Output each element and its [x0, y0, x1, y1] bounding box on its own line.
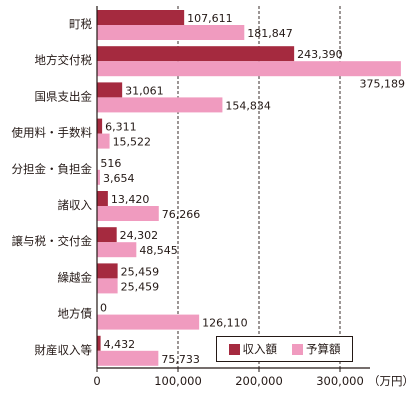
legend-label-budget: 予算額	[306, 341, 341, 357]
bar-budget-5	[97, 206, 159, 221]
bar-actual-0	[97, 10, 184, 25]
data-label-actual-3: 6,311	[105, 121, 137, 134]
data-label-actual-8: 0	[100, 302, 107, 315]
data-label-actual-4: 516	[100, 157, 121, 170]
data-label-budget-7: 25,459	[121, 280, 160, 293]
x-tick-label-2: 200,000	[235, 374, 283, 388]
category-label-2: 国県支出金	[35, 89, 93, 103]
x-tick-label-0: 0	[93, 374, 100, 388]
bar-budget-0	[97, 25, 244, 40]
x-tick-label-3: 300,000	[316, 374, 364, 388]
data-label-budget-6: 48,545	[139, 244, 178, 257]
bar-actual-5	[97, 191, 108, 206]
category-label-7: 繰越金	[58, 270, 93, 284]
category-label-6: 譲与税・交付金	[12, 234, 93, 248]
legend-swatch-actual	[229, 344, 240, 355]
bar-budget-1	[97, 61, 401, 76]
category-label-1: 地方交付税	[35, 53, 93, 67]
unit-label: （万円）	[368, 374, 414, 388]
bar-budget-9	[97, 351, 158, 366]
category-label-5: 諸収入	[58, 198, 93, 212]
data-label-actual-0: 107,611	[187, 12, 233, 25]
data-label-budget-5: 76,266	[162, 208, 201, 221]
category-label-0: 町税	[69, 17, 92, 31]
data-label-budget-4: 3,654	[103, 172, 135, 185]
bar-actual-6	[97, 227, 117, 242]
bar-budget-7	[97, 278, 118, 293]
category-label-3: 使用料・手数料	[12, 126, 93, 140]
data-label-actual-6: 24,302	[120, 229, 159, 242]
data-label-budget-2: 154,834	[225, 99, 270, 112]
data-label-actual-9: 4,432	[104, 338, 136, 351]
legend-swatch-budget	[292, 344, 303, 355]
x-tick-label-1: 100,000	[154, 374, 202, 388]
data-label-actual-5: 13,420	[111, 193, 150, 206]
data-label-actual-1: 243,390	[297, 48, 343, 61]
data-label-budget-9: 75,733	[161, 353, 200, 366]
data-label-budget-0: 181,847	[247, 27, 293, 40]
data-label-actual-7: 25,459	[121, 265, 160, 278]
data-label-budget-8: 126,110	[202, 317, 248, 330]
category-label-9: 財産収入等	[35, 343, 93, 357]
data-label-budget-3: 15,522	[113, 136, 151, 149]
data-label-budget-1: 375,189	[360, 78, 406, 91]
bar-budget-8	[97, 315, 199, 330]
legend-item-budget: 予算額	[292, 341, 341, 357]
category-label-4: 分担金・負担金	[12, 162, 93, 176]
legend-label-actual: 収入額	[243, 341, 278, 357]
category-label-8: 地方債	[58, 307, 93, 321]
bar-actual-3	[97, 119, 102, 134]
bar-actual-2	[97, 82, 122, 97]
bar-actual-1	[97, 46, 294, 61]
bar-budget-3	[97, 134, 110, 149]
data-label-actual-2: 31,061	[125, 84, 164, 97]
legend-item-actual: 収入額	[229, 341, 278, 357]
bar-budget-6	[97, 242, 136, 257]
bar-budget-2	[97, 97, 222, 112]
legend: 収入額 予算額	[216, 336, 353, 362]
bar-actual-7	[97, 263, 118, 278]
